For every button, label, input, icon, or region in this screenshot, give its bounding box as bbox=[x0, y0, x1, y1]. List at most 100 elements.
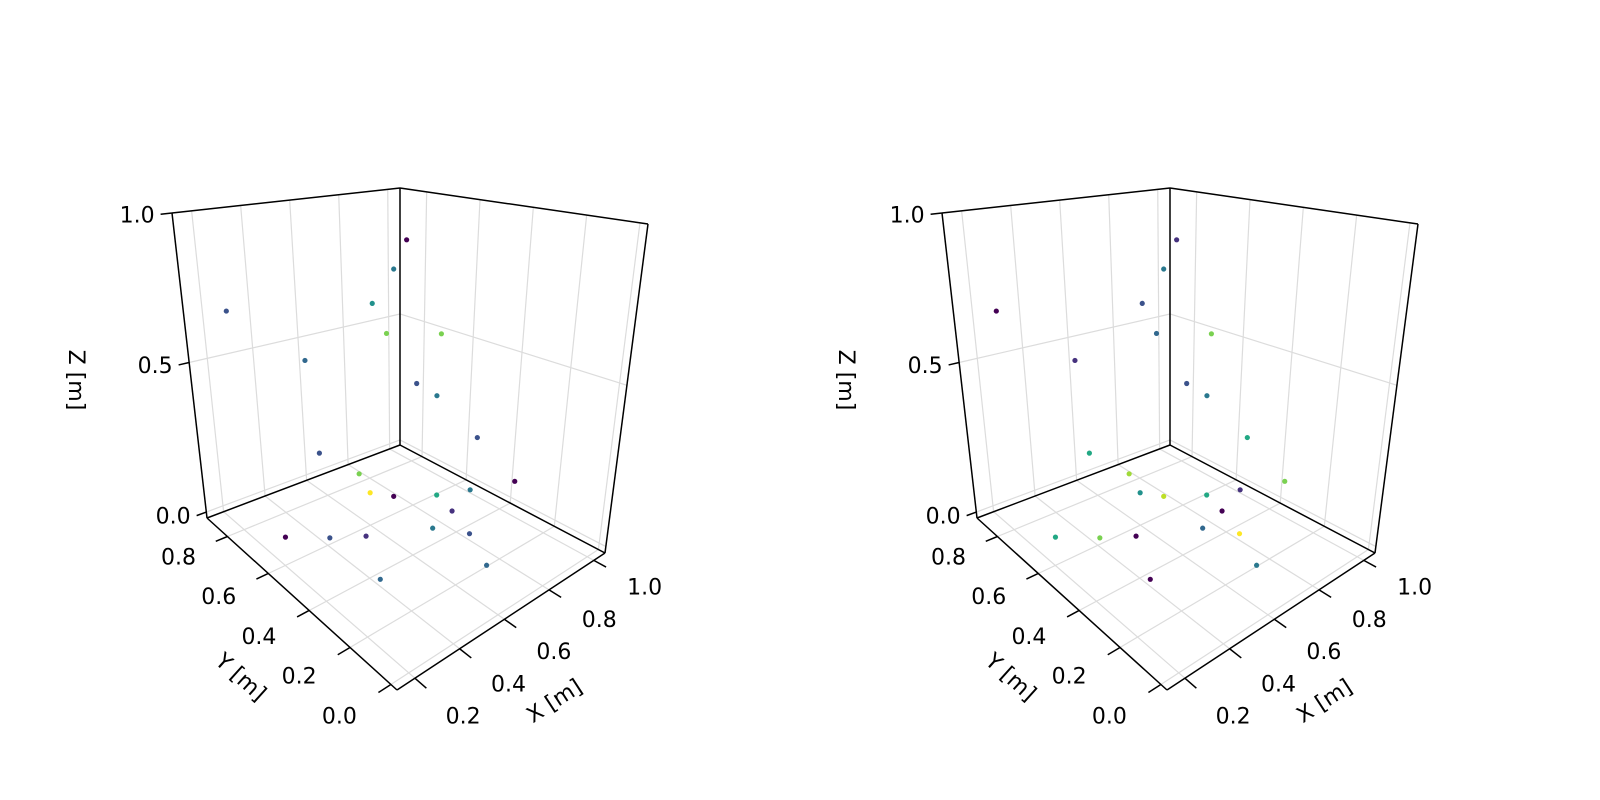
grid-line bbox=[1323, 215, 1358, 527]
x-tick bbox=[1318, 589, 1332, 598]
point bbox=[391, 493, 397, 499]
grid-line bbox=[1076, 479, 1275, 620]
point bbox=[302, 357, 308, 364]
x-tick bbox=[1229, 648, 1242, 659]
y-tick bbox=[378, 683, 392, 694]
y-tick bbox=[256, 572, 269, 580]
grid-line bbox=[264, 495, 460, 650]
point bbox=[512, 478, 518, 484]
grid-line bbox=[1279, 207, 1304, 504]
x-tick-label: 0.4 bbox=[491, 672, 526, 697]
point bbox=[1161, 266, 1167, 272]
point bbox=[449, 508, 455, 514]
grid-line bbox=[976, 439, 1171, 513]
point bbox=[466, 531, 473, 537]
axis-edge bbox=[941, 212, 978, 519]
grid-line bbox=[1038, 479, 1237, 575]
point bbox=[1137, 490, 1143, 496]
x-tick bbox=[1363, 559, 1377, 568]
grid-line bbox=[268, 479, 467, 575]
x-tick bbox=[593, 559, 607, 568]
point bbox=[391, 266, 397, 272]
y-tick-label: 0.6 bbox=[201, 585, 236, 610]
grid-line bbox=[1235, 199, 1251, 480]
point bbox=[1052, 534, 1059, 540]
y-tick bbox=[1148, 683, 1162, 694]
x-tick bbox=[548, 589, 562, 598]
y-tick-label: 0.4 bbox=[1011, 625, 1046, 650]
y-tick bbox=[215, 535, 228, 542]
point bbox=[1236, 531, 1243, 537]
point bbox=[430, 525, 436, 531]
grid-line bbox=[961, 210, 995, 512]
z-tick-label: 1.0 bbox=[120, 203, 155, 228]
point bbox=[1237, 487, 1243, 493]
z-tick bbox=[948, 361, 960, 366]
axis-edge bbox=[171, 187, 401, 214]
point bbox=[316, 450, 322, 456]
grid-line bbox=[399, 439, 607, 548]
point bbox=[1161, 493, 1167, 499]
point bbox=[1174, 237, 1180, 243]
point bbox=[438, 331, 445, 337]
x-tick-label: 0.8 bbox=[1352, 608, 1387, 633]
z-axis-label: Z [m] bbox=[833, 350, 858, 411]
grid-line bbox=[206, 439, 401, 513]
y-tick-label: 0.0 bbox=[1092, 704, 1127, 729]
point bbox=[1244, 434, 1250, 441]
grid-line bbox=[421, 191, 428, 457]
x-tick-label: 0.2 bbox=[1216, 705, 1251, 730]
grid-line bbox=[349, 525, 555, 648]
y-tick-label: 0.4 bbox=[241, 625, 276, 650]
point bbox=[483, 562, 490, 568]
grid-line bbox=[191, 210, 225, 512]
x-tick-label: 1.0 bbox=[1397, 576, 1432, 601]
point bbox=[404, 237, 410, 243]
point bbox=[282, 534, 289, 540]
axis-edge bbox=[399, 187, 649, 225]
point bbox=[1147, 576, 1153, 582]
grid-line bbox=[399, 313, 628, 386]
z-tick-label: 0.0 bbox=[156, 505, 191, 530]
grid-line bbox=[1159, 448, 1365, 561]
x-tick bbox=[1184, 677, 1197, 689]
y-tick bbox=[296, 609, 310, 618]
grid-line bbox=[1169, 313, 1398, 386]
y-tick-label: 0.2 bbox=[282, 665, 317, 690]
axis-edge bbox=[976, 444, 1171, 519]
y-tick-label: 0.8 bbox=[931, 545, 966, 570]
x-tick-label: 0.6 bbox=[1306, 640, 1341, 665]
point bbox=[434, 393, 440, 399]
y-tick-label: 0.2 bbox=[1052, 665, 1087, 690]
grid-line bbox=[509, 207, 534, 504]
z-tick-label: 0.0 bbox=[926, 505, 961, 530]
grid-line bbox=[1059, 200, 1078, 481]
x-axis-label: X [m] bbox=[522, 675, 586, 729]
grid-line bbox=[338, 194, 349, 465]
grid-line bbox=[1157, 189, 1161, 449]
z-tick-label: 1.0 bbox=[890, 203, 925, 228]
y-tick bbox=[337, 646, 351, 656]
axis-edge bbox=[206, 444, 401, 519]
x-tick-label: 0.6 bbox=[536, 640, 571, 665]
z-tick bbox=[930, 212, 943, 215]
axis-edge bbox=[1166, 552, 1376, 691]
z-tick bbox=[178, 361, 190, 366]
point bbox=[1133, 533, 1139, 539]
point bbox=[1204, 492, 1210, 498]
y-tick bbox=[985, 535, 998, 542]
point bbox=[1086, 450, 1092, 456]
y-tick-label: 0.0 bbox=[322, 704, 357, 729]
grid-line bbox=[1119, 525, 1325, 648]
grid-line bbox=[1191, 191, 1198, 457]
z-tick bbox=[196, 511, 207, 517]
grid-line bbox=[390, 549, 599, 685]
grid-line bbox=[189, 313, 401, 364]
point bbox=[377, 576, 383, 582]
point bbox=[1139, 300, 1145, 307]
point bbox=[363, 533, 369, 539]
y-axis-label: Y [m] bbox=[979, 648, 1040, 707]
point bbox=[327, 535, 333, 541]
point bbox=[467, 487, 473, 493]
